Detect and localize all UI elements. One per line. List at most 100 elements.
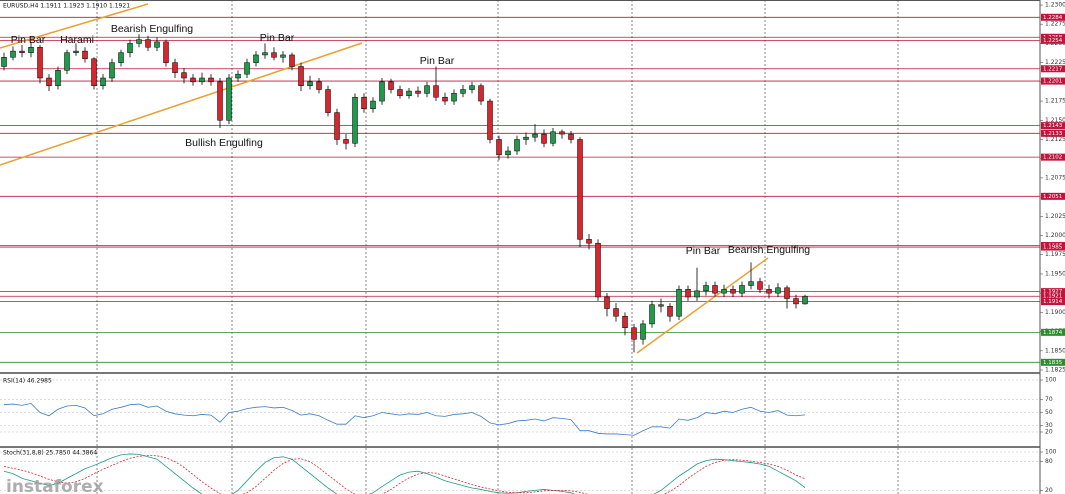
candle-body [289,54,295,67]
y-tick-label: 70 [1045,396,1053,403]
candle-body [793,298,799,305]
level-tag [1041,65,1065,73]
level-tag [1041,77,1065,85]
candle-body [172,62,178,73]
level-label: 1.2201 [1043,79,1062,85]
candle-body [298,66,304,86]
level-label: 1.2143 [1043,123,1063,129]
candle-body [721,289,727,294]
candle-body [802,295,808,305]
y-tick-label: 1.2000 [1045,232,1065,239]
candle-body [505,150,511,156]
candle-body [406,90,412,96]
candle-body [82,50,88,60]
grid-layer [0,0,1040,494]
rsi-title: RSI(14) 46.2985 [3,378,52,385]
y-tick-label: 100 [1045,377,1057,384]
level-tag [1041,122,1065,130]
stoch-group [3,453,806,494]
chart-title: EURUSD,H4 1.1911 1.1923 1.1910 1.1921 [3,3,130,10]
level-label: 1.1921 [1043,294,1062,300]
candle-body [595,242,601,298]
candle-body [676,289,682,317]
candle-body [271,52,277,58]
level-tag [1041,153,1065,161]
candle-body [487,100,493,140]
y-tick-label: 1.2125 [1045,136,1065,143]
candle-body [748,281,754,286]
candle-body [253,54,259,63]
candle-body [496,139,502,156]
candle-body [784,287,790,299]
level-tag [1041,288,1065,296]
candle-body [1,57,7,67]
candle-body [703,285,709,292]
candle-body [514,139,520,152]
candles-layer [1,34,808,353]
trend-line [636,257,769,354]
level-label: 1.2102 [1043,155,1062,161]
candle-body [523,136,529,140]
y-tick-label: 1.1900 [1045,309,1065,316]
y-tick-label: 100 [1045,449,1057,456]
candle-body [613,308,619,317]
level-label: 1.2284 [1043,15,1063,21]
annotation: Bullish Engulfing [185,137,263,149]
level-tag [1041,192,1065,200]
candle-body [352,96,358,144]
candle-body [757,281,763,290]
candle-body [478,85,484,102]
candle-body [280,54,286,58]
candle-body [163,41,169,63]
candle-body [658,304,664,307]
candle-body [91,58,97,86]
candle-body [442,96,448,102]
candle-body [712,285,718,294]
candle-body [568,133,574,140]
candle-body [433,85,439,98]
level-label: 1.1914 [1043,299,1063,305]
level-label: 1.2133 [1043,131,1063,137]
candle-body [10,50,16,58]
level-tag [1041,292,1065,300]
candle-body [541,133,547,144]
level-label: 1.1835 [1043,360,1063,366]
stoch-title: Stoch(31,8,8) 25.7850 44.3864 [3,450,97,457]
y-tick-label: 1.1975 [1045,251,1065,258]
annotation: Bearish Engulfing [728,244,810,256]
candle-body [199,77,205,83]
candle-body [532,133,538,138]
candle-body [766,289,772,294]
candle-body [100,77,106,86]
level-tag [1041,129,1065,137]
candle-body [226,77,232,121]
candle-body [55,70,61,86]
candle-body [667,305,673,317]
candle-body [19,50,25,53]
watermark: instaforex [6,477,104,494]
level-tag [1041,358,1065,366]
y-tick-label: 30 [1045,422,1053,429]
candle-body [136,39,142,44]
indicator-layer [3,402,806,494]
levels-layer [0,16,1040,363]
y-tick-label: 1.2150 [1045,117,1065,124]
candle-body [325,89,331,113]
candle-body [640,323,646,340]
candle-body [694,290,700,298]
candle-body [244,62,250,75]
y-tick-label: 1.2025 [1045,213,1065,220]
candle-body [334,112,340,140]
candle-body [388,81,394,90]
y-tick-label: 1.2075 [1045,174,1065,181]
level-tag [1041,328,1065,336]
candle-body [190,77,196,83]
candle-body [685,289,691,298]
candle-body [154,41,160,48]
y-tick-label: 50 [1045,409,1053,416]
candle-body [424,85,430,94]
candle-body [370,100,376,109]
candle-body [631,327,637,340]
level-label: 1.2217 [1043,66,1063,72]
